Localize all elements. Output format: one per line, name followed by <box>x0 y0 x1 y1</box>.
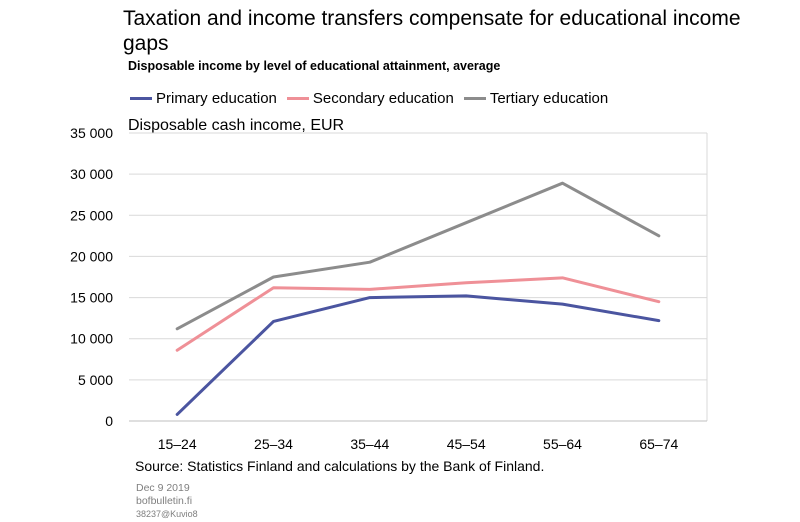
x-tick-label: 45–54 <box>447 436 486 452</box>
legend-label-secondary: Secondary education <box>312 90 454 107</box>
series-line-secondary <box>175 276 661 352</box>
site-name: bofbulletin.fi <box>136 495 193 507</box>
y-tick-label: 0 <box>105 413 113 429</box>
x-tick-label: 55–64 <box>543 436 582 452</box>
x-tick-label: 25–34 <box>254 436 293 452</box>
legend-swatch-primary <box>130 97 152 100</box>
publication-date: Dec 9 2019 <box>136 482 190 494</box>
x-tick-label: 65–74 <box>639 436 678 452</box>
figure-code: 38237@Kuvio8 <box>136 509 198 519</box>
y-tick-label: 5 000 <box>78 372 113 388</box>
series-line-tertiary <box>175 181 661 331</box>
legend-item-secondary: Secondary education <box>286 90 454 107</box>
y-tick-label: 30 000 <box>70 166 113 182</box>
series-line-primary <box>175 294 661 416</box>
y-axis-label: Disposable cash income, EUR <box>128 117 345 134</box>
y-tick-label: 15 000 <box>70 290 113 306</box>
legend-label-tertiary: Tertiary education <box>489 90 609 107</box>
legend-label-primary: Primary education <box>156 90 277 107</box>
legend-item-tertiary: Tertiary education <box>463 90 609 107</box>
legend-item-primary: Primary education <box>130 90 277 107</box>
y-tick-label: 35 000 <box>70 125 113 141</box>
chart-legend: Primary education Secondary education Te… <box>130 90 618 107</box>
chart-subtitle: Disposable income by level of educationa… <box>128 59 501 73</box>
source-note: Source: Statistics Finland and calculati… <box>135 458 545 474</box>
legend-swatch-secondary <box>286 97 309 100</box>
y-tick-label: 20 000 <box>70 248 113 264</box>
x-tick-label: 15–24 <box>158 436 197 452</box>
y-tick-label: 10 000 <box>70 331 113 347</box>
legend-swatch-tertiary <box>463 97 486 100</box>
x-tick-label: 35–44 <box>350 436 389 452</box>
chart-title: Taxation and income transfers compensate… <box>123 7 741 55</box>
y-tick-label: 25 000 <box>70 207 113 223</box>
